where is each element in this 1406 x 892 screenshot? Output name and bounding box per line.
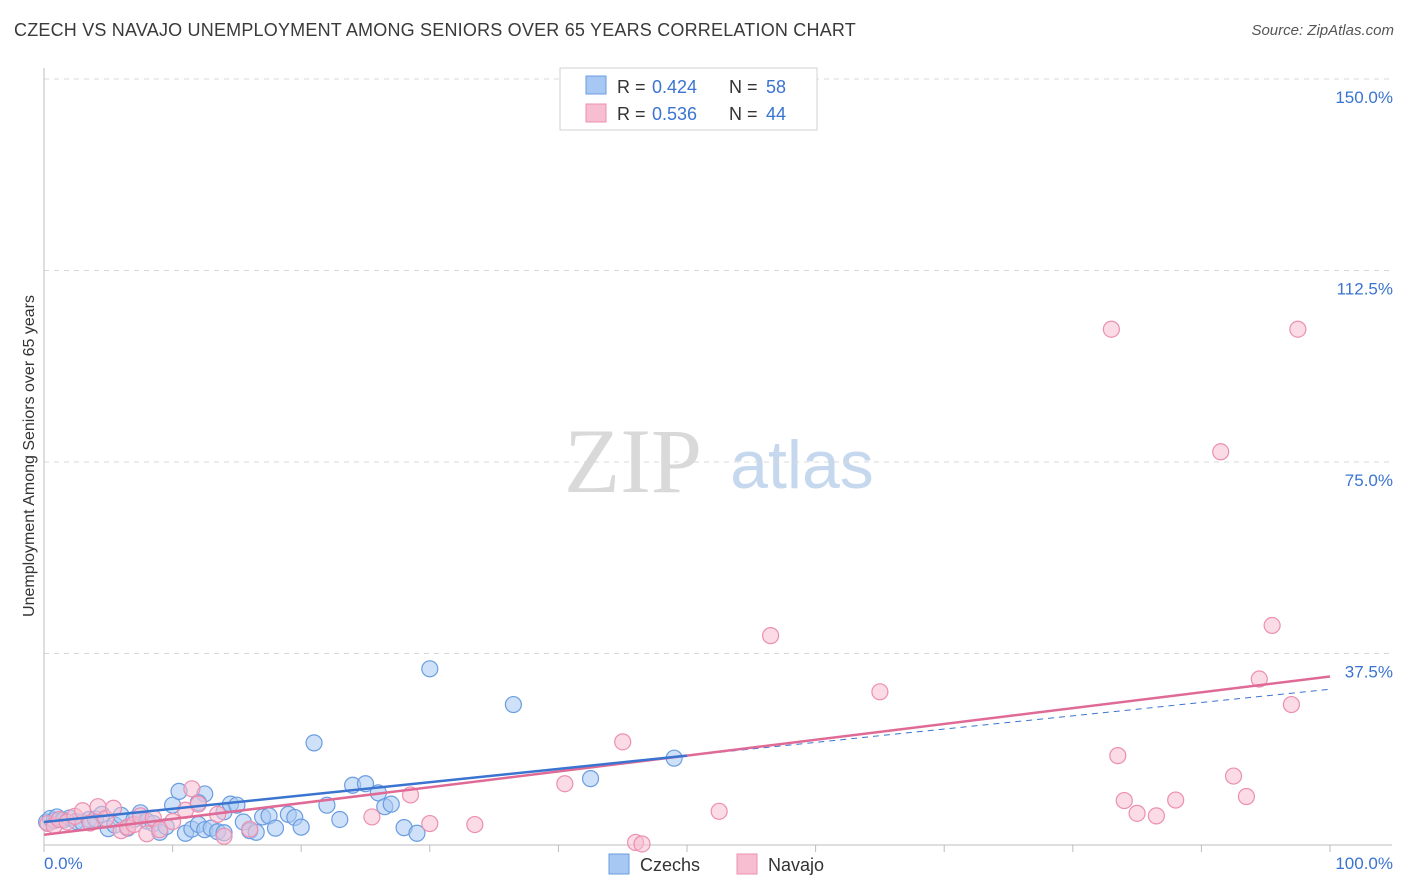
navajo-point-41 (1212, 443, 1230, 461)
watermark-atlas: atlas (730, 427, 874, 503)
navajo-trend-line (43, 675, 1331, 837)
y-tick-label-1: 75.0% (1345, 471, 1393, 490)
navajo-point-27 (466, 815, 484, 834)
navajo-n-value: 44 (766, 104, 786, 124)
czechs-r-label: R = (617, 77, 646, 97)
czechs-trend-extension (686, 688, 1331, 757)
navajo-r-value: 0.536 (652, 104, 697, 124)
czechs-point-55 (504, 695, 522, 714)
czechs-point-54 (421, 660, 439, 678)
source-label: Source: ZipAtlas.com (1251, 22, 1394, 39)
navajo-point-38 (1128, 804, 1146, 822)
navajo-point-35 (1102, 320, 1120, 338)
navajo-point-45 (1263, 616, 1281, 635)
czechs-point-43 (292, 818, 310, 836)
czechs-point-46 (331, 810, 349, 829)
grid-layer (44, 78, 1392, 654)
x-tick-label-min: 0.0% (44, 854, 83, 873)
navajo-point-43 (1237, 787, 1256, 806)
navajo-point-19 (183, 780, 201, 798)
navajo-point-22 (215, 827, 233, 845)
navajo-point-36 (1109, 747, 1127, 765)
navajo-point-28 (556, 775, 574, 793)
navajo-point-34 (871, 683, 889, 701)
czechs-n-label: N = (729, 77, 758, 97)
navajo-point-44 (1250, 670, 1268, 688)
czechs-trend-line (43, 754, 688, 824)
stats-legend: R = 0.424 N = 58 R = 0.536 N = 44 (559, 67, 818, 131)
czechs-point-51 (382, 795, 400, 813)
navajo-point-32 (710, 802, 728, 820)
navajo-point-33 (761, 627, 780, 645)
navajo-point-39 (1147, 807, 1165, 825)
y-tick-labels: 37.5% 75.0% 112.5% 150.0% (1335, 88, 1393, 682)
navajo-r-label: R = (617, 104, 646, 124)
navajo-point-40 (1167, 791, 1185, 809)
czechs-stats-swatch (585, 75, 607, 95)
navajo-point-9 (104, 799, 123, 817)
legend-swatch-navajo[interactable] (736, 853, 758, 875)
trend-lines (43, 675, 1331, 837)
navajo-n-label: N = (729, 104, 758, 124)
navajo-point-29 (614, 733, 632, 751)
legend-label-navajo[interactable]: Navajo (768, 855, 824, 875)
czechs-point-53 (408, 824, 426, 842)
czechs-r-value: 0.424 (652, 77, 697, 97)
czechs-point-36 (266, 819, 285, 837)
navajo-point-26 (421, 814, 439, 833)
y-tick-label-0: 37.5% (1345, 663, 1393, 682)
czechs-n-value: 58 (766, 77, 786, 97)
series-legend: Czechs Navajo (608, 853, 824, 875)
navajo-point-17 (164, 812, 182, 831)
legend-swatch-czechs[interactable] (608, 853, 630, 875)
navajo-point-37 (1115, 791, 1133, 810)
navajo-point-24 (363, 808, 381, 826)
navajo-point-20 (189, 795, 207, 813)
navajo-point-47 (1289, 320, 1307, 338)
y-tick-label-3: 150.0% (1335, 88, 1393, 107)
navajo-point-31 (633, 835, 651, 853)
navajo-point-46 (1282, 695, 1301, 714)
navajo-stats-swatch (585, 103, 607, 123)
x-tick-marks (43, 845, 1331, 852)
legend-label-czechs[interactable]: Czechs (640, 855, 700, 875)
czechs-point-44 (305, 734, 323, 752)
y-tick-label-2: 112.5% (1337, 280, 1393, 299)
navajo-point-6 (81, 814, 99, 832)
watermark-zip: ZIP (564, 410, 702, 512)
y-axis-label: Unemployment Among Seniors over 65 years (21, 295, 38, 617)
navajo-point-42 (1224, 767, 1243, 785)
chart-title: CZECH VS NAVAJO UNEMPLOYMENT AMONG SENIO… (14, 20, 856, 40)
navajo-points (39, 320, 1307, 853)
czechs-point-56 (581, 770, 600, 788)
x-tick-label-max: 100.0% (1335, 854, 1393, 873)
navajo-point-23 (241, 820, 259, 838)
